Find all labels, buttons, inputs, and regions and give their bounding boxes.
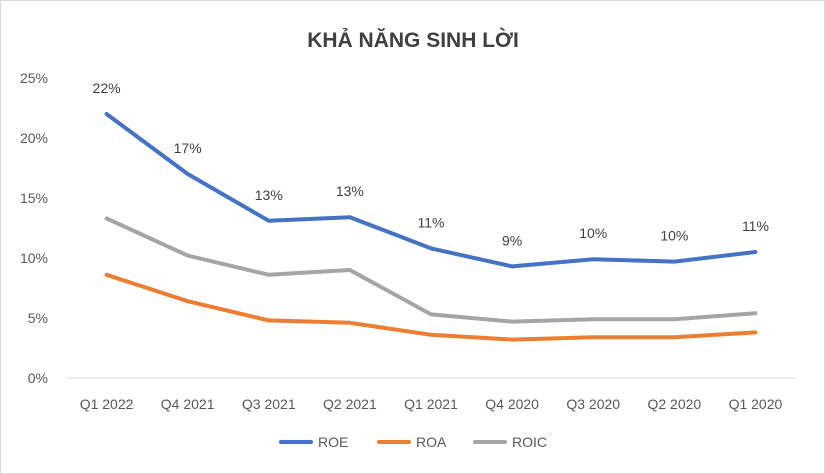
roe-data-label: 10% [660, 228, 688, 244]
y-tick-label: 0% [28, 370, 48, 386]
roe-data-label: 13% [255, 187, 283, 203]
legend-label-roe: ROE [318, 434, 348, 450]
roe-data-label: 10% [579, 225, 607, 241]
x-tick-label: Q1 2022 [80, 396, 134, 412]
y-tick-label: 5% [28, 310, 48, 326]
legend-label-roic: ROIC [512, 434, 547, 450]
y-tick-label: 20% [20, 130, 48, 146]
data-labels: 22% 17% 13% 13% 11% 9% 10% 10% 11% [93, 80, 769, 248]
series-line-roic [104, 216, 758, 324]
series-lines [104, 112, 758, 342]
chart-title: KHẢ NĂNG SINH LỜI [307, 28, 519, 52]
series-line-roe [104, 112, 758, 269]
x-tick-label: Q2 2020 [647, 396, 701, 412]
legend-label-roa: ROA [416, 434, 447, 450]
x-tick-label: Q3 2020 [566, 396, 620, 412]
x-tick-label: Q4 2020 [485, 396, 539, 412]
y-axis-ticks: 0% 5% 10% 15% 20% 25% [20, 70, 48, 386]
x-tick-label: Q2 2021 [323, 396, 377, 412]
y-tick-label: 25% [20, 70, 48, 86]
x-tick-label: Q1 2021 [404, 396, 458, 412]
y-tick-label: 10% [20, 250, 48, 266]
roe-data-label: 11% [742, 218, 769, 234]
legend: ROE ROA ROIC [279, 434, 547, 450]
roe-data-label: 22% [93, 80, 121, 96]
x-axis-ticks: Q1 2022 Q4 2021 Q3 2021 Q2 2021 Q1 2021 Q4 20… [80, 396, 783, 412]
series-line-roa [104, 272, 758, 342]
x-tick-label: Q4 2021 [161, 396, 215, 412]
roe-data-label: 9% [502, 232, 522, 248]
y-tick-label: 15% [20, 190, 48, 206]
roe-data-label: 17% [174, 140, 202, 156]
x-tick-label: Q3 2021 [242, 396, 296, 412]
x-tick-label: Q1 2020 [729, 396, 783, 412]
roe-data-label: 13% [336, 183, 364, 199]
roe-data-label: 11% [418, 214, 445, 230]
